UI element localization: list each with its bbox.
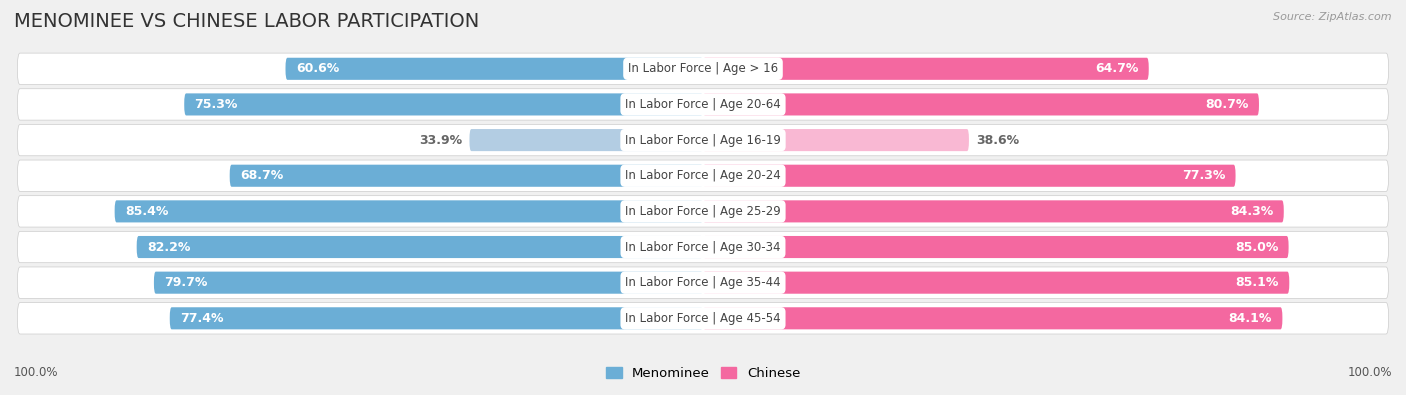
Text: In Labor Force | Age 35-44: In Labor Force | Age 35-44: [626, 276, 780, 289]
FancyBboxPatch shape: [285, 58, 703, 80]
Text: 64.7%: 64.7%: [1095, 62, 1139, 75]
Text: 82.2%: 82.2%: [148, 241, 190, 254]
FancyBboxPatch shape: [17, 53, 1389, 85]
Text: 100.0%: 100.0%: [14, 366, 59, 379]
Text: 33.9%: 33.9%: [419, 134, 463, 147]
FancyBboxPatch shape: [703, 93, 1258, 115]
Text: In Labor Force | Age 20-64: In Labor Force | Age 20-64: [626, 98, 780, 111]
Text: 38.6%: 38.6%: [976, 134, 1019, 147]
FancyBboxPatch shape: [17, 231, 1389, 263]
FancyBboxPatch shape: [229, 165, 703, 187]
FancyBboxPatch shape: [17, 196, 1389, 227]
FancyBboxPatch shape: [153, 272, 703, 294]
FancyBboxPatch shape: [703, 236, 1289, 258]
Text: 84.1%: 84.1%: [1229, 312, 1272, 325]
Text: In Labor Force | Age 16-19: In Labor Force | Age 16-19: [626, 134, 780, 147]
FancyBboxPatch shape: [703, 58, 1149, 80]
Text: 85.0%: 85.0%: [1234, 241, 1278, 254]
Text: 79.7%: 79.7%: [165, 276, 208, 289]
FancyBboxPatch shape: [703, 307, 1282, 329]
FancyBboxPatch shape: [17, 160, 1389, 192]
Text: MENOMINEE VS CHINESE LABOR PARTICIPATION: MENOMINEE VS CHINESE LABOR PARTICIPATION: [14, 12, 479, 31]
Text: 77.3%: 77.3%: [1182, 169, 1225, 182]
FancyBboxPatch shape: [470, 129, 703, 151]
Text: 85.1%: 85.1%: [1236, 276, 1279, 289]
Text: In Labor Force | Age 20-24: In Labor Force | Age 20-24: [626, 169, 780, 182]
FancyBboxPatch shape: [17, 124, 1389, 156]
FancyBboxPatch shape: [17, 89, 1389, 120]
Text: In Labor Force | Age 45-54: In Labor Force | Age 45-54: [626, 312, 780, 325]
FancyBboxPatch shape: [170, 307, 703, 329]
FancyBboxPatch shape: [703, 200, 1284, 222]
FancyBboxPatch shape: [17, 267, 1389, 298]
Text: 60.6%: 60.6%: [295, 62, 339, 75]
FancyBboxPatch shape: [703, 272, 1289, 294]
Text: In Labor Force | Age 25-29: In Labor Force | Age 25-29: [626, 205, 780, 218]
FancyBboxPatch shape: [136, 236, 703, 258]
Text: 84.3%: 84.3%: [1230, 205, 1274, 218]
FancyBboxPatch shape: [17, 303, 1389, 334]
Text: In Labor Force | Age > 16: In Labor Force | Age > 16: [628, 62, 778, 75]
FancyBboxPatch shape: [115, 200, 703, 222]
Legend: Menominee, Chinese: Menominee, Chinese: [600, 362, 806, 386]
Text: 68.7%: 68.7%: [240, 169, 283, 182]
Text: Source: ZipAtlas.com: Source: ZipAtlas.com: [1274, 12, 1392, 22]
FancyBboxPatch shape: [703, 129, 969, 151]
Text: 85.4%: 85.4%: [125, 205, 169, 218]
Text: In Labor Force | Age 30-34: In Labor Force | Age 30-34: [626, 241, 780, 254]
Text: 77.4%: 77.4%: [180, 312, 224, 325]
FancyBboxPatch shape: [703, 165, 1236, 187]
FancyBboxPatch shape: [184, 93, 703, 115]
Text: 100.0%: 100.0%: [1347, 366, 1392, 379]
Text: 80.7%: 80.7%: [1205, 98, 1249, 111]
Text: 75.3%: 75.3%: [194, 98, 238, 111]
